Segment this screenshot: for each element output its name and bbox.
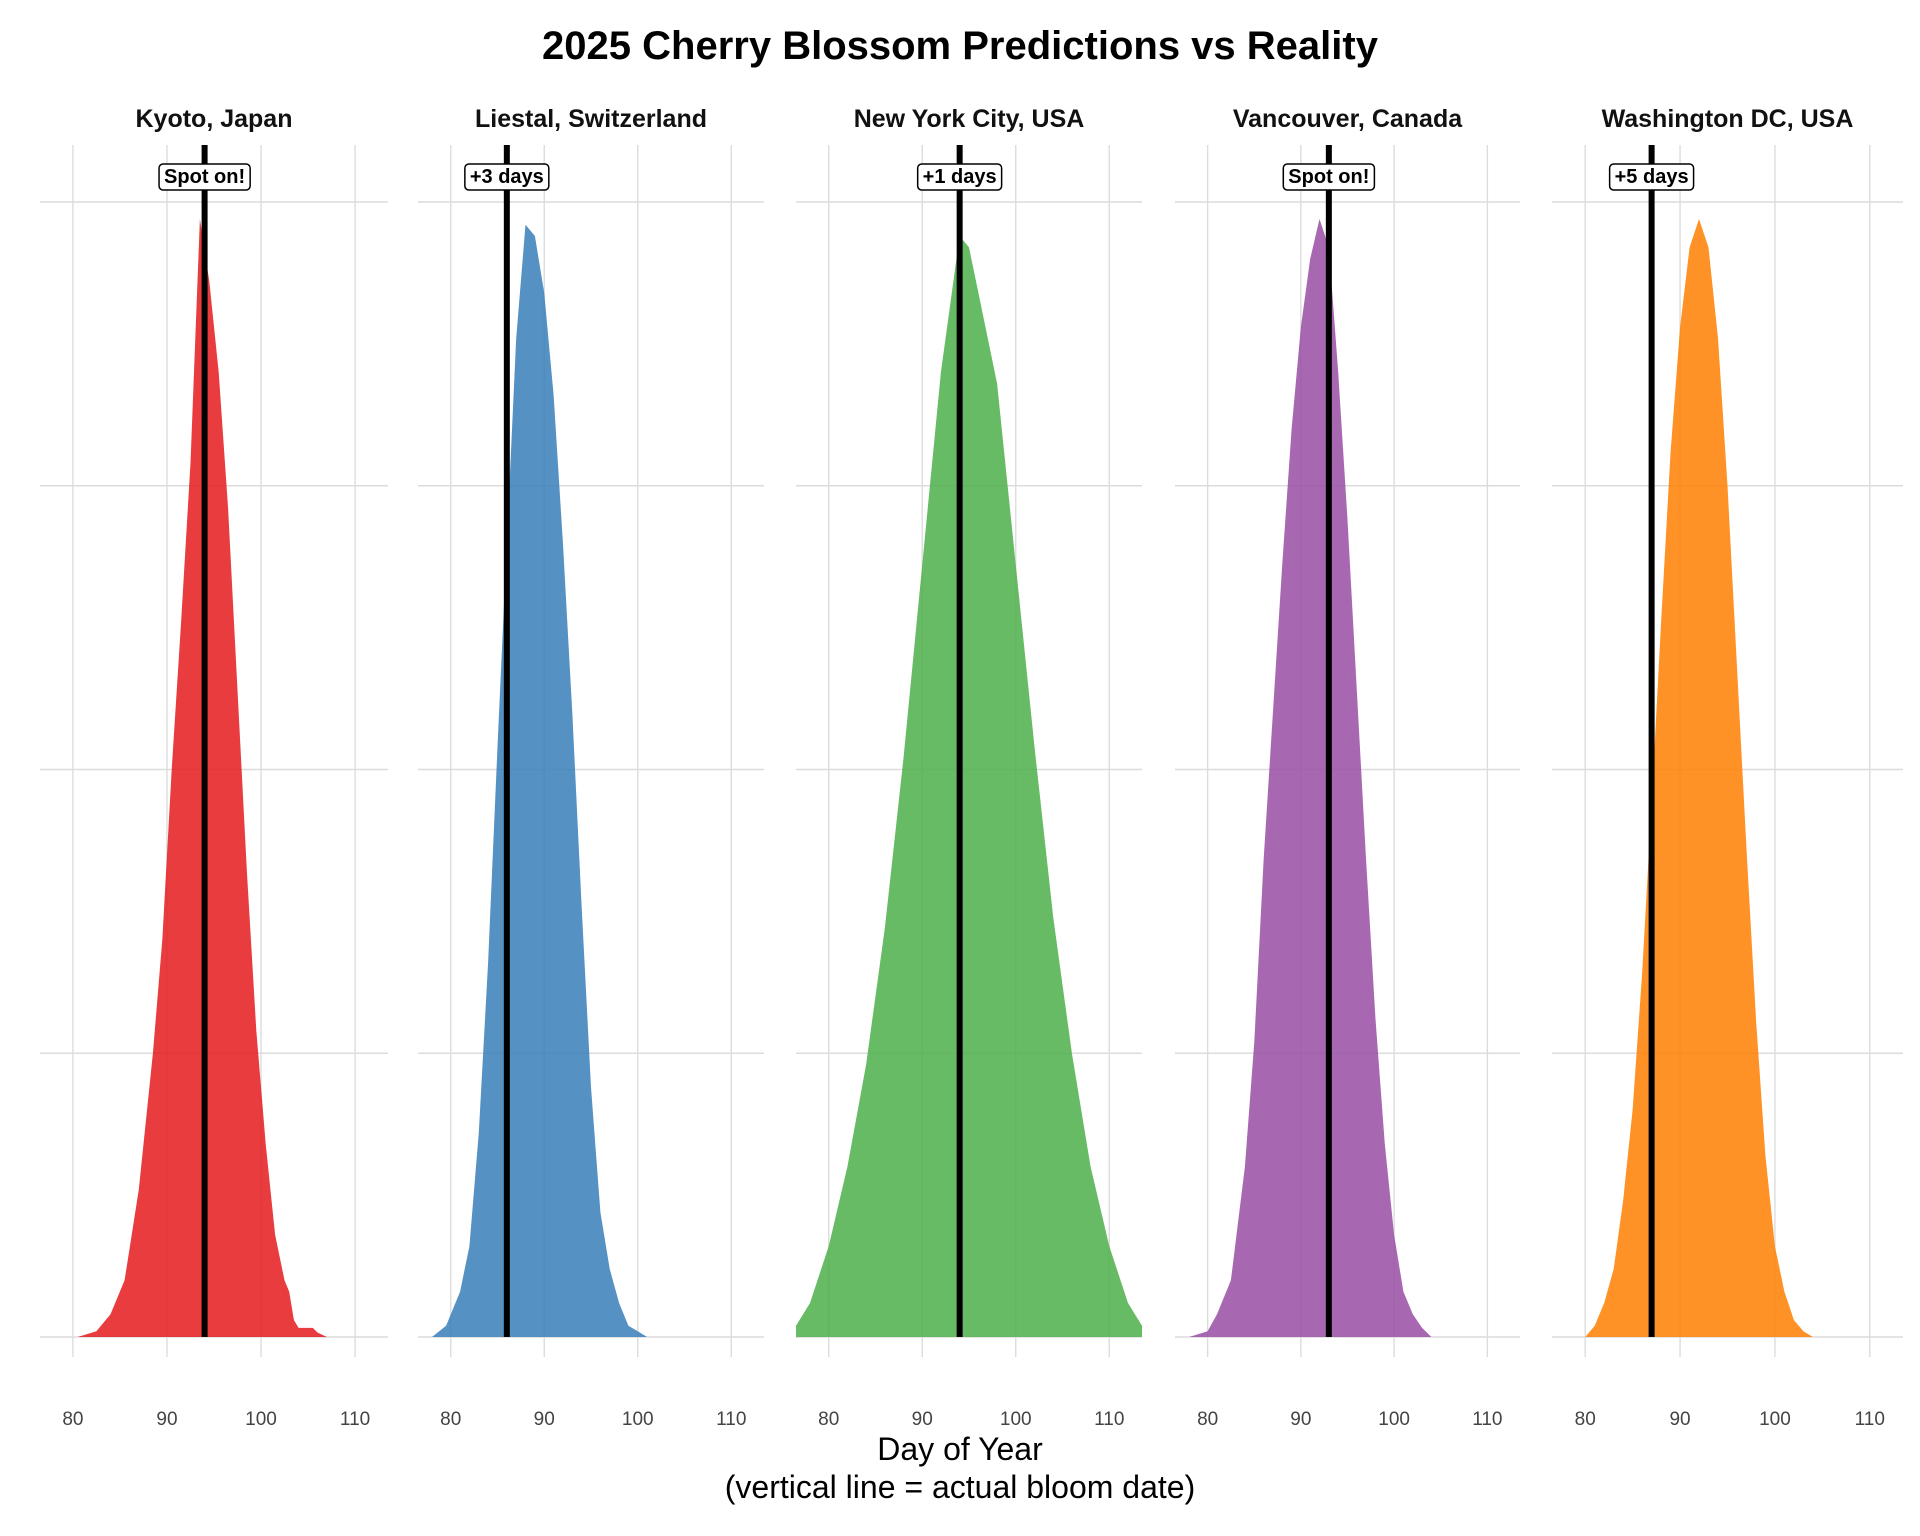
facet-panel: +5 days Washington DC, USA 80 90 100 110 xyxy=(1552,105,1903,1430)
density-area xyxy=(796,236,1142,1337)
x-tick-label: 110 xyxy=(340,1409,370,1430)
prediction-error-box xyxy=(158,163,251,191)
facet-title: Washington DC, USA xyxy=(1602,105,1854,133)
x-tick-label: 110 xyxy=(716,1409,746,1430)
x-tick-label: 90 xyxy=(912,1409,933,1430)
density-area xyxy=(432,224,648,1338)
x-tick-label: 110 xyxy=(1094,1409,1124,1430)
facet-title: New York City, USA xyxy=(854,105,1085,133)
facet-panel: Spot on! Kyoto, Japan 80 90 100 110 xyxy=(40,105,388,1430)
x-tick-label: 90 xyxy=(156,1409,177,1430)
x-tick-label: 100 xyxy=(1000,1409,1032,1430)
x-tick-label: 110 xyxy=(1472,1409,1502,1430)
x-tick-label: 100 xyxy=(245,1409,277,1430)
x-tick-label: 90 xyxy=(1290,1409,1311,1430)
x-tick-label: 90 xyxy=(534,1409,555,1430)
facet-title: Vancouver, Canada xyxy=(1233,105,1463,133)
x-tick-label: 100 xyxy=(1378,1409,1410,1430)
prediction-error-box xyxy=(1282,163,1376,191)
facet-panel: +3 days Liestal, Switzerland 80 90 100 110 xyxy=(418,105,764,1430)
density-area xyxy=(1585,219,1813,1337)
x-tick-label: 80 xyxy=(440,1409,461,1430)
x-axis-label-main: Day of Year xyxy=(877,1431,1043,1467)
prediction-error-label: Spot on! xyxy=(1288,166,1369,188)
prediction-error-label: +5 days xyxy=(1615,166,1689,188)
prediction-error-label: Spot on! xyxy=(164,166,245,188)
x-tick-label: 100 xyxy=(622,1409,654,1430)
prediction-error-label: +3 days xyxy=(470,166,544,188)
facet-panel: Spot on! Vancouver, Canada 80 90 100 110 xyxy=(1175,105,1520,1430)
x-tick-label: 80 xyxy=(62,1409,83,1430)
x-tick-label: 110 xyxy=(1855,1409,1885,1430)
x-tick-label: 100 xyxy=(1759,1409,1791,1430)
facet-title: Liestal, Switzerland xyxy=(475,105,707,133)
chart-title: 2025 Cherry Blossom Predictions vs Reali… xyxy=(542,24,1378,68)
facet-title: Kyoto, Japan xyxy=(136,105,293,133)
x-axis-label-note: (vertical line = actual bloom date) xyxy=(724,1469,1196,1505)
prediction-error-box xyxy=(916,163,1003,191)
x-tick-label: 80 xyxy=(818,1409,839,1430)
prediction-error-box xyxy=(464,163,550,191)
density-area xyxy=(1189,219,1432,1337)
facet-panel: +1 days New York City, USA 80 90 100 110 xyxy=(796,105,1142,1430)
x-tick-label: 80 xyxy=(1197,1409,1218,1430)
x-tick-label: 90 xyxy=(1669,1409,1690,1430)
prediction-error-label: +1 days xyxy=(923,166,997,188)
x-tick-label: 80 xyxy=(1575,1409,1596,1430)
prediction-error-box xyxy=(1608,163,1695,191)
x-axis-label: Day of Year (vertical line = actual bloo… xyxy=(0,1430,1920,1506)
